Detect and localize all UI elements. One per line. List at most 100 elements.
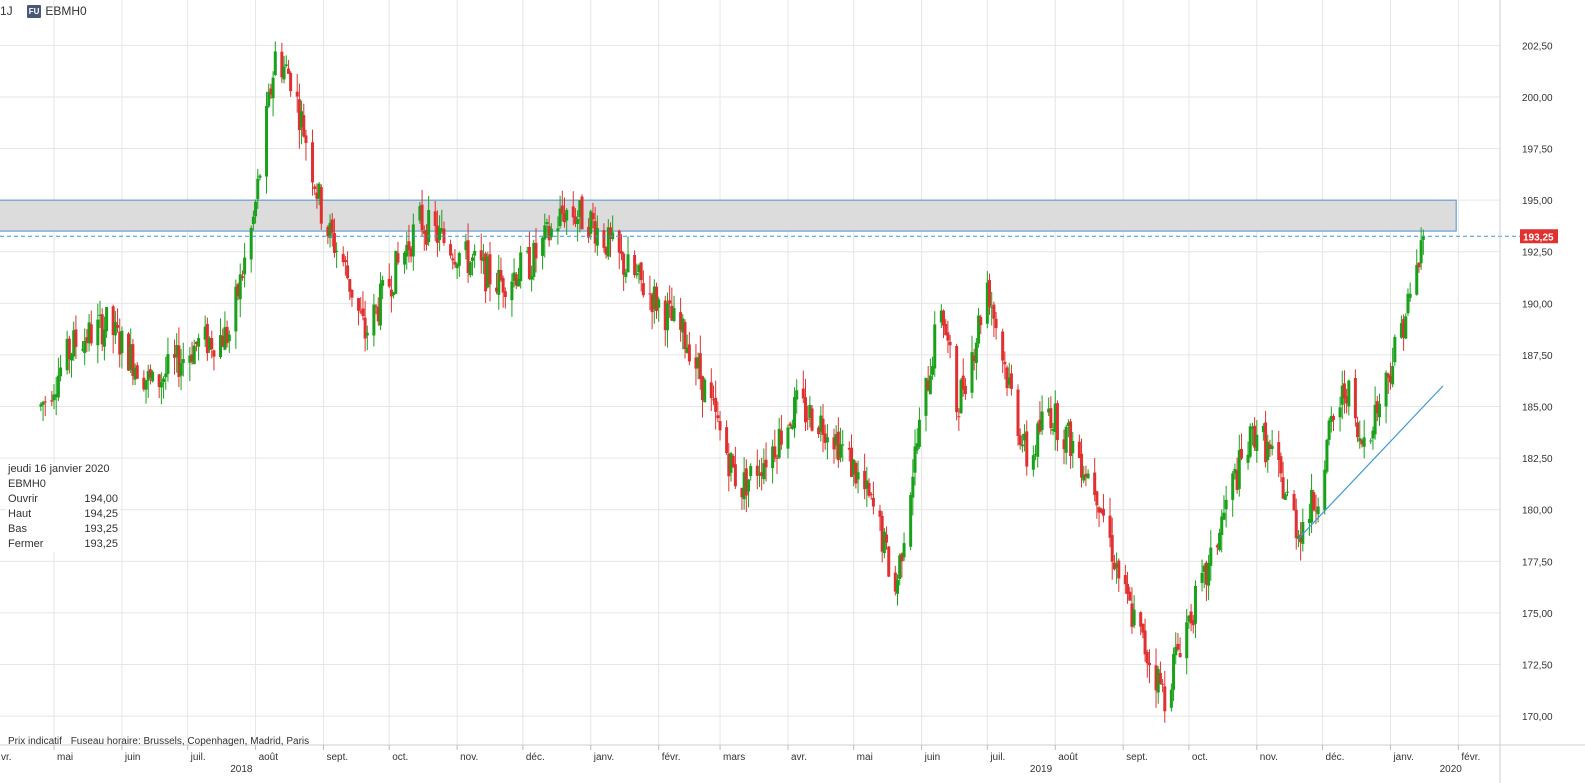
candle-body [530,276,534,280]
candle-body [885,534,889,543]
interval-label[interactable]: 1J [0,4,13,18]
candle-body [1342,383,1346,399]
price-note: Prix indicatif [8,736,62,747]
candle-body [744,468,748,496]
candle-body [166,354,170,374]
candle-body [175,344,179,358]
candle-body [571,206,575,218]
candle-body [457,252,461,266]
candle-body [210,338,214,350]
candle-body [882,531,886,554]
candle-body [672,308,676,322]
candle-body [41,402,45,405]
candle-body [282,66,286,80]
candle-body [1358,438,1362,442]
candle-body [779,430,783,445]
candle-body [1310,489,1314,523]
candle-body [1132,609,1136,626]
candle-body [343,259,347,263]
candle-body [900,553,904,562]
candle-body [589,211,593,234]
candle-body [795,390,799,400]
candle-body [663,300,667,331]
x-year-label: 2019 [1030,764,1053,775]
candle-body [519,252,523,282]
candle-body [727,453,731,477]
info-value: 194,25 [84,508,118,520]
candle-body [1051,429,1055,431]
candle-body [915,443,919,451]
candle-body [988,280,992,307]
x-year-label: 2018 [230,764,253,775]
candle-body [1158,672,1162,684]
candle-body [946,332,950,341]
candle-body [637,265,641,273]
candle-body [931,365,935,375]
x-month-label: sept. [326,752,348,763]
x-month-label: oct. [1192,752,1208,763]
candle-body [1209,547,1213,566]
chart-footer-note: Prix indicatif Fuseau horaire: Brussels,… [8,736,315,747]
candle-body [433,211,437,226]
candle-body [96,319,100,346]
candle-body [212,350,216,357]
candle-body [839,444,843,458]
candle-body [516,278,520,287]
candle-body [635,273,639,276]
candle-body [1391,366,1395,385]
candle-body [1329,415,1333,422]
candle-body [913,446,917,473]
candle-body [39,404,43,407]
candle-body [963,385,967,395]
candle-body [1123,575,1127,585]
candle-body [1101,508,1105,516]
candle-body [880,515,884,552]
candle-body [856,472,860,480]
candle-body [1360,440,1364,445]
candle-body [648,293,652,295]
candle-body [657,299,661,308]
candle-body [955,345,959,413]
candle-body [549,228,553,238]
candle-body [194,341,198,345]
candle-body [304,135,308,144]
candle-body [89,324,93,344]
candle-body [841,444,845,446]
candle-body [378,283,382,326]
candle-body [670,305,674,321]
candle-body [939,310,943,323]
candle-body [473,250,477,256]
candle-body [1202,565,1206,573]
candle-body [668,300,672,304]
candle-body [1141,623,1145,633]
candle-body [1239,448,1243,459]
x-month-label: juil. [190,752,206,763]
candle-body [902,543,906,558]
candle-body [994,318,998,329]
info-row-open: Ouvrir 194,00 [8,492,118,507]
candle-body [1038,419,1042,432]
info-row-close: Fermer 193,25 [8,537,118,552]
y-tick-label: 172,50 [1522,661,1553,672]
candle-body [484,253,488,292]
candle-body [503,291,507,298]
candle-body [142,377,146,390]
candle-body [1005,367,1009,389]
candle-body [639,262,643,281]
candle-body [1388,376,1392,383]
candle-body [817,427,821,435]
candle-body [177,345,181,377]
candle-body [633,254,637,276]
candle-body [1373,404,1377,435]
candle-body [933,324,937,369]
candle-body [849,447,853,477]
candle-body [1369,440,1373,442]
symbol-label[interactable]: EBMH0 [45,4,87,18]
candle-body [80,349,84,351]
candle-body [1099,508,1103,513]
candle-body [1347,380,1351,407]
candle-body [486,256,490,288]
candle-body [878,510,882,517]
candle-body [335,250,339,252]
